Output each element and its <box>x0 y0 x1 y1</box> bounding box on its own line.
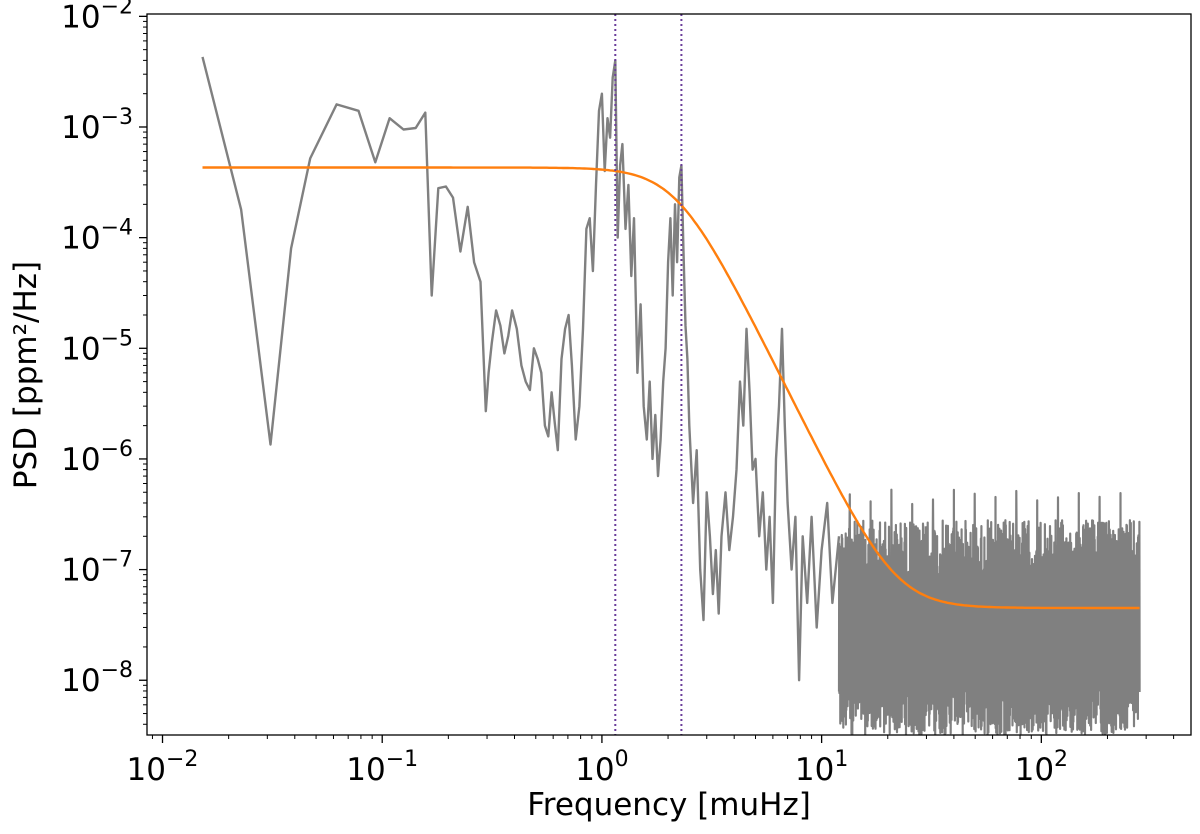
y-tick-label: 10−5 <box>61 326 133 367</box>
psd-noise-band <box>837 488 1141 735</box>
plot-frame <box>146 13 1192 736</box>
x-tick-label: 102 <box>1015 747 1068 788</box>
fit-curve <box>202 166 1140 610</box>
y-tick-label: 10−2 <box>61 0 133 35</box>
x-axis-label: Frequency [muHz] <box>527 787 811 823</box>
psd-series-line <box>201 56 841 682</box>
y-tick-label: 10−8 <box>61 658 133 699</box>
y-tick-label: 10−4 <box>61 216 133 257</box>
y-axis: 10−8 10−7 10−6 10−5 10−4 10−3 10−2 <box>61 0 147 725</box>
x-axis: 10−2 10−1 100 101 102 <box>127 735 1175 788</box>
x-tick-label: 10−1 <box>346 747 418 788</box>
y-tick-label: 10−6 <box>61 437 133 478</box>
y-tick-label: 10−3 <box>61 105 133 146</box>
x-tick-label: 10−2 <box>127 747 199 788</box>
y-tick-label: 10−7 <box>61 548 133 589</box>
data-layer <box>201 14 1141 735</box>
x-tick-label: 100 <box>575 747 628 788</box>
x-tick-label: 101 <box>795 747 848 788</box>
y-axis-label: PSD [ppm²/Hz] <box>8 261 44 489</box>
